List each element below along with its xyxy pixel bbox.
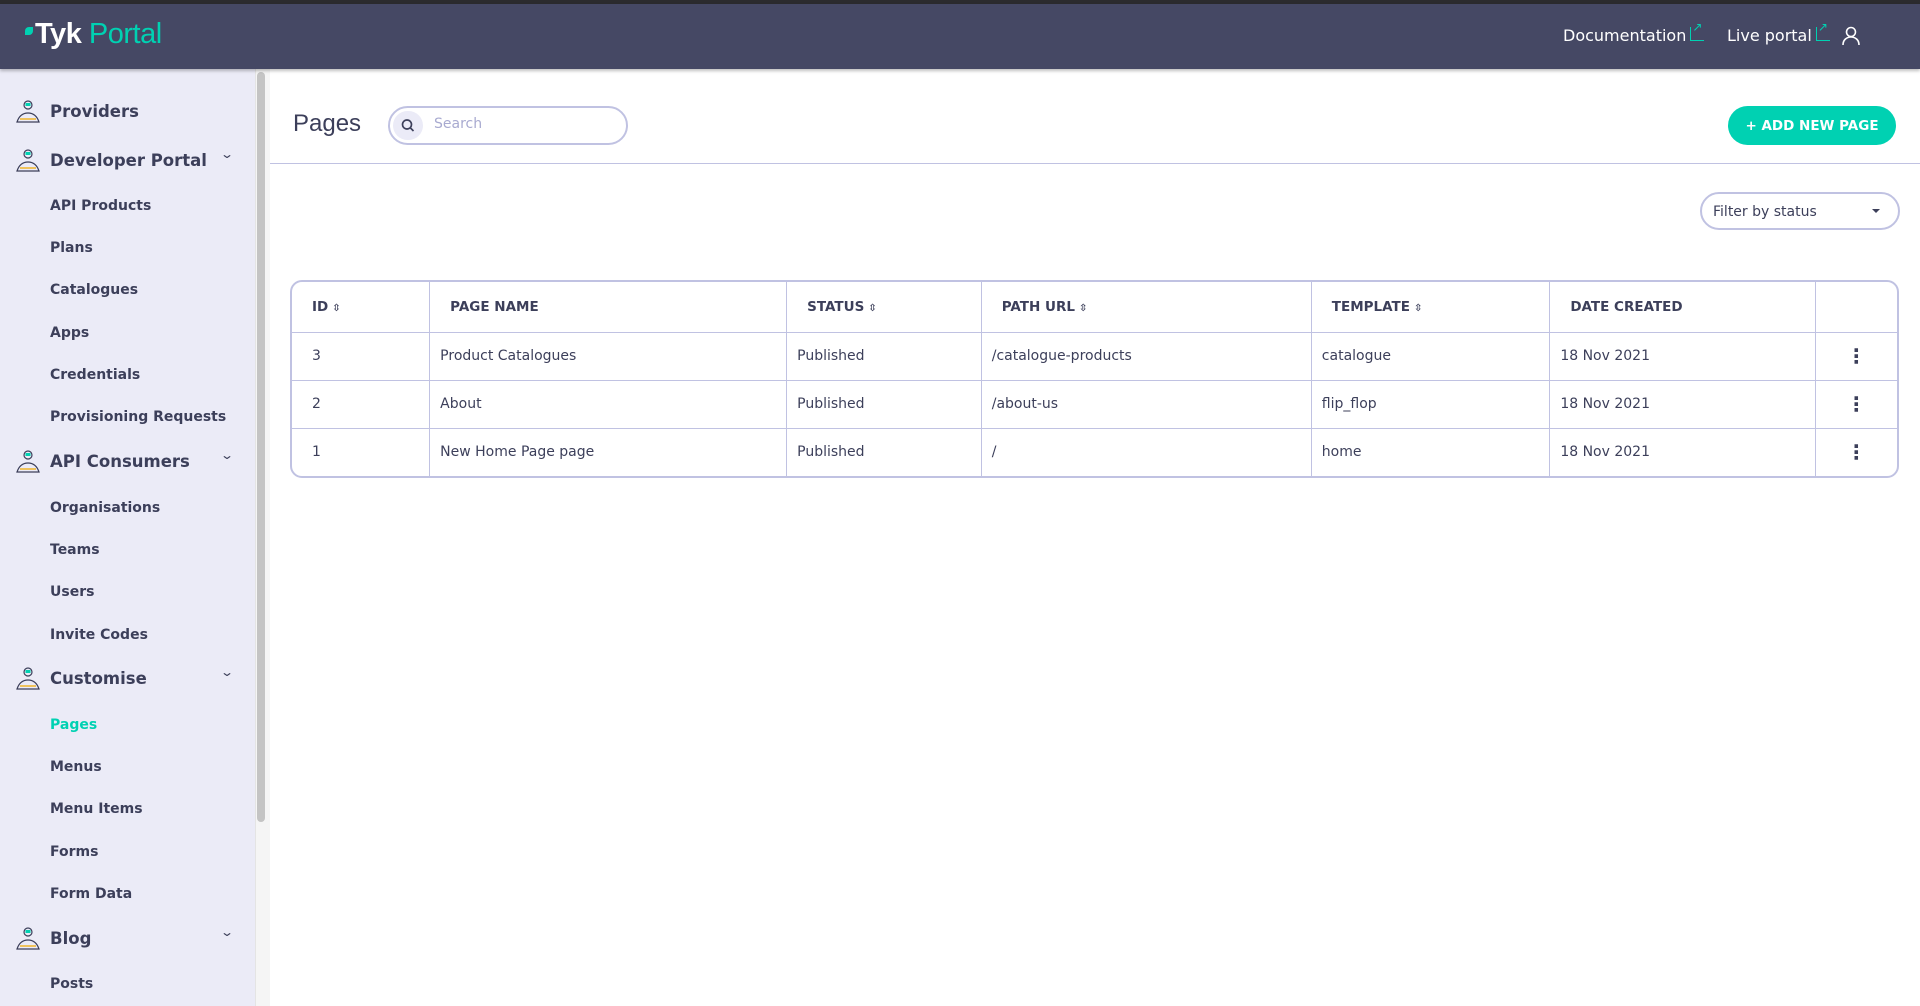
- column-header-id[interactable]: ID ⇳: [292, 282, 431, 333]
- cell-id: 1: [292, 428, 431, 476]
- sidebar-item-plans[interactable]: Plans: [50, 240, 93, 257]
- header-divider: [270, 163, 1920, 164]
- sidebar-item-apps[interactable]: Apps: [50, 324, 90, 341]
- chevron-down-icon[interactable]: ⌄: [219, 448, 235, 462]
- page-title: Pages: [293, 110, 362, 137]
- sidebar-item-credentials[interactable]: Credentials: [50, 366, 141, 383]
- sidebar-item-invite-codes[interactable]: Invite Codes: [50, 626, 148, 643]
- sidebar-item-pages[interactable]: Pages: [50, 717, 98, 733]
- cell-path-url: /about-us: [981, 380, 1312, 429]
- sort-icon[interactable]: ⇳: [1414, 302, 1423, 314]
- user-account-icon[interactable]: [1842, 26, 1860, 46]
- filter-by-status-dropdown[interactable]: Filter by status: [1700, 192, 1900, 230]
- chevron-down-icon[interactable]: ⌄: [219, 147, 235, 161]
- sidebar-item-posts[interactable]: Posts: [50, 976, 94, 992]
- column-header-actions: [1815, 282, 1897, 333]
- cell-id: 2: [292, 380, 431, 429]
- chevron-down-icon[interactable]: ⌄: [219, 925, 235, 939]
- sidebar-section-providers[interactable]: Providers: [50, 102, 139, 121]
- cell-id: 3: [292, 332, 431, 381]
- pages-table: ID ⇳ PAGE NAME STATUS ⇳ PATH URL ⇳ TEMPLATE ⇳ DAT…: [290, 280, 1899, 478]
- sidebar-item-menu-items[interactable]: Menu Items: [50, 801, 143, 818]
- search-input[interactable]: [434, 116, 614, 132]
- sort-icon[interactable]: ⇳: [332, 302, 341, 314]
- sidebar-section-api-consumers[interactable]: API Consumers: [50, 452, 190, 471]
- column-label: ID: [312, 298, 329, 315]
- provider-hand-icon: [14, 98, 42, 124]
- column-header-path-url[interactable]: PATH URL ⇳: [981, 282, 1312, 333]
- cell-date-created: 18 Nov 2021: [1549, 428, 1816, 476]
- sidebar-section-blog[interactable]: Blog: [50, 929, 92, 948]
- documentation-link[interactable]: Documentation: [1563, 20, 1705, 45]
- sidebar-item-form-data[interactable]: Form Data: [50, 885, 133, 902]
- sort-icon[interactable]: ⇳: [1078, 302, 1088, 314]
- top-header: Tyk Portal Documentation Live portal: [0, 4, 1920, 69]
- sidebar-item-teams[interactable]: Teams: [50, 542, 100, 559]
- cell-status: Published: [786, 332, 982, 381]
- sidebar-section-developer-portal[interactable]: Developer Portal: [50, 151, 207, 170]
- cell-status: Published: [786, 428, 982, 476]
- search-icon: [393, 111, 423, 140]
- window-top-strip: [0, 0, 1920, 4]
- table-row[interactable]: 2 About Published/about-us flip_flop 18 Nov …: [292, 380, 1897, 429]
- sidebar-item-api-products[interactable]: API Products: [50, 198, 152, 214]
- cell-path-url: /: [981, 428, 1312, 476]
- column-label: PAGE NAME: [450, 298, 539, 315]
- caret-down-icon: [1872, 209, 1880, 217]
- sort-icon[interactable]: ⇳: [868, 302, 877, 314]
- column-header-template[interactable]: TEMPLATE ⇳: [1311, 282, 1551, 333]
- table-row[interactable]: 1 New Home Page page Published / home 18 Nov …: [292, 428, 1897, 476]
- cell-date-created: 18 Nov 2021: [1549, 332, 1816, 381]
- sidebar-item-organisations[interactable]: Organisations: [50, 500, 161, 516]
- cell-page-name: About: [429, 380, 788, 429]
- cell-template: catalogue: [1311, 332, 1551, 381]
- column-label: PATH URL: [1001, 298, 1075, 315]
- row-actions-kebab-icon[interactable]: ⋮: [1815, 332, 1897, 381]
- search-box: [388, 106, 628, 145]
- cell-path-url: /catalogue-products: [981, 332, 1312, 381]
- blog-writer-icon: [14, 925, 42, 951]
- column-header-page-name: PAGE NAME: [429, 282, 788, 333]
- sidebar-scrollbar[interactable]: [257, 72, 265, 822]
- column-header-date-created: DATE CREATED: [1549, 282, 1816, 333]
- column-header-status[interactable]: STATUS ⇳: [786, 282, 982, 333]
- column-label: STATUS: [807, 298, 865, 315]
- external-link-icon: [1815, 20, 1830, 41]
- add-new-page-button[interactable]: + ADD NEW PAGE: [1728, 106, 1896, 145]
- live-portal-link[interactable]: Live portal: [1727, 20, 1830, 45]
- sidebar: Providers Developer Portal ⌄ API Products Pl…: [0, 69, 255, 1006]
- cell-template: flip_flop: [1311, 380, 1551, 429]
- developer-portal-icon: [14, 147, 42, 173]
- sidebar-item-provisioning-requests[interactable]: Provisioning Requests: [50, 409, 227, 425]
- row-actions-kebab-icon[interactable]: ⋮: [1815, 380, 1897, 429]
- chevron-down-icon[interactable]: ⌄: [219, 665, 235, 679]
- paintbrush-icon: [14, 665, 42, 691]
- cell-status: Published: [786, 380, 982, 429]
- tyk-portal-logo[interactable]: Tyk Portal: [25, 18, 162, 51]
- column-label: DATE CREATED: [1570, 298, 1683, 315]
- sidebar-item-menus[interactable]: Menus: [50, 759, 102, 776]
- cell-page-name: Product Catalogues: [429, 332, 788, 381]
- external-link-icon: [1690, 20, 1705, 41]
- cell-date-created: 18 Nov 2021: [1549, 380, 1816, 429]
- table-row[interactable]: 3 Product Catalogues Published/catalogue-p…: [292, 332, 1897, 381]
- sidebar-item-users[interactable]: Users: [50, 584, 95, 601]
- row-actions-kebab-icon[interactable]: ⋮: [1846, 440, 1867, 465]
- column-label: TEMPLATE: [1331, 298, 1410, 315]
- cell-page-name: New Home Page page: [429, 428, 788, 476]
- sidebar-section-customise[interactable]: Customise: [50, 669, 147, 688]
- cell-template: home: [1311, 428, 1551, 476]
- sidebar-item-catalogues[interactable]: Catalogues: [50, 282, 139, 299]
- sidebar-item-forms[interactable]: Forms: [50, 843, 99, 860]
- consumers-network-icon: [14, 448, 42, 474]
